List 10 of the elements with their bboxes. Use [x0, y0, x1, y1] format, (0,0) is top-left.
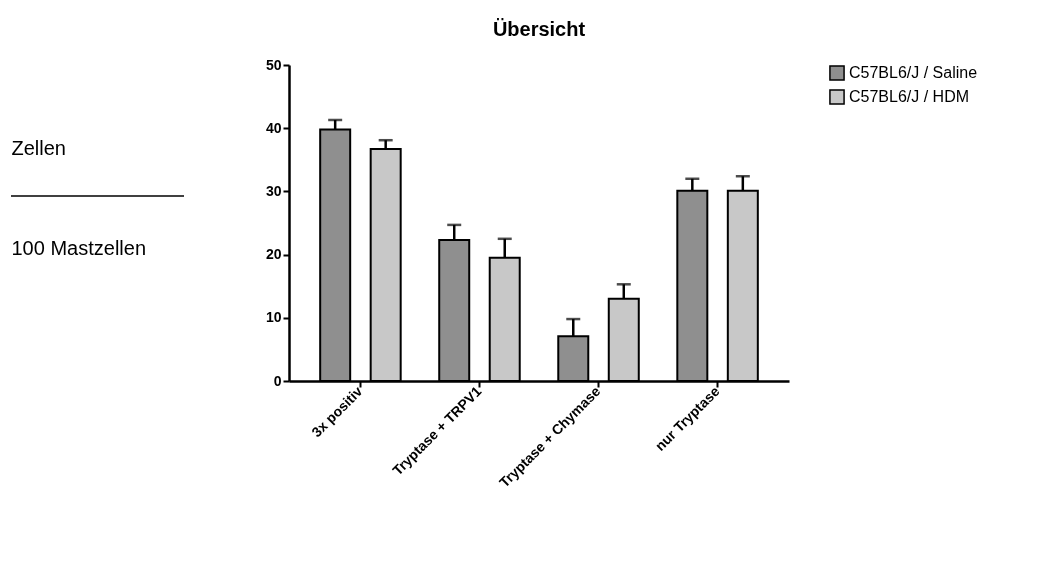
- legend-label: C57BL6/J / Saline: [849, 64, 978, 81]
- y-tick-label: 10: [265, 309, 282, 326]
- y-tick-label: 50: [265, 56, 282, 73]
- legend-label: C57BL6/J / HDM: [849, 88, 970, 105]
- chart-title: Übersicht: [492, 18, 586, 40]
- y-tick-label: 0: [273, 372, 282, 389]
- y-tick-label: 40: [265, 119, 282, 136]
- text: Zellen 100 Mastzellen: [11, 136, 147, 259]
- y-tick-label: 20: [265, 246, 282, 263]
- y-tick-label: 30: [265, 182, 282, 199]
